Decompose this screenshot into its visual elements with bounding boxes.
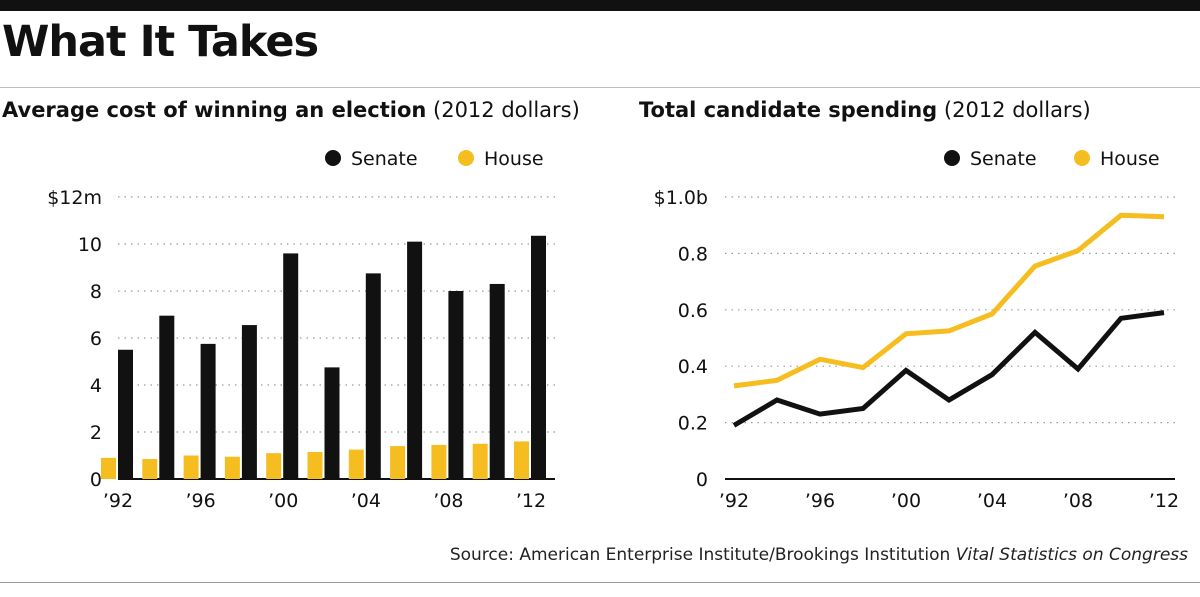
left-chart-heading: Average cost of winning an election (201… bbox=[2, 96, 580, 124]
house-bar-2010 bbox=[472, 443, 488, 479]
line-x-tick-label: ’04 bbox=[977, 490, 1007, 512]
line-y-tick-label: 0.6 bbox=[678, 300, 708, 322]
line-y-tick-label: 0 bbox=[696, 469, 708, 491]
line-legend-label-senate: Senate bbox=[970, 148, 1037, 170]
bar-legend-label-senate: Senate bbox=[351, 148, 418, 170]
line-x-tick-label: ’96 bbox=[805, 490, 835, 512]
bar-x-tick-label: ’00 bbox=[268, 490, 298, 512]
house-bar-2000 bbox=[266, 453, 282, 479]
bar-y-tick-label: 8 bbox=[90, 281, 102, 303]
bottom-rule bbox=[0, 582, 1200, 583]
line-legend-marker-senate bbox=[944, 150, 960, 166]
bar-legend-label-house: House bbox=[484, 148, 544, 170]
senate-bar-2008 bbox=[448, 291, 464, 479]
bar-x-tick-label: ’04 bbox=[351, 490, 381, 512]
house-bar-2004 bbox=[348, 449, 364, 479]
line-y-tick-label: 0.4 bbox=[678, 356, 708, 378]
source-publication: Vital Statistics on Congress bbox=[955, 545, 1188, 565]
house-bar-1996 bbox=[183, 455, 199, 479]
left-chart-title: Average cost of winning an election bbox=[2, 98, 427, 122]
line-y-tick-label: 0.8 bbox=[678, 243, 708, 265]
right-chart-heading: Total candidate spending (2012 dollars) bbox=[639, 96, 1091, 124]
senate-bar-2006 bbox=[407, 241, 423, 479]
line-y-tick-label: $1.0b bbox=[654, 187, 708, 209]
senate-bar-2000 bbox=[283, 253, 299, 479]
bar-x-tick-label: ’96 bbox=[185, 490, 215, 512]
house-bar-2008 bbox=[431, 444, 447, 479]
source-text: Source: American Enterprise Institute/Br… bbox=[449, 545, 951, 565]
line-chart-total-spending: 0 0.2 0.4 0.6 0.8 $1.0b Senate House ’92 ’96 ’00 ’0… bbox=[654, 148, 1179, 512]
senate-bar-1994 bbox=[159, 315, 175, 479]
line-x-tick-label: ’92 bbox=[719, 490, 749, 512]
left-chart-unit: (2012 dollars) bbox=[433, 98, 580, 122]
bar-y-tick-label: $12m bbox=[47, 187, 102, 209]
bar-y-tick-label: 0 bbox=[90, 469, 102, 491]
house-bar-1992 bbox=[101, 457, 116, 479]
bar-x-tick-label: ’08 bbox=[433, 490, 463, 512]
right-chart-title: Total candidate spending bbox=[639, 98, 938, 122]
line-legend-marker-house bbox=[1074, 150, 1090, 166]
house-bar-2012 bbox=[514, 441, 529, 479]
senate-bar-1992 bbox=[118, 349, 133, 479]
house-bar-1994 bbox=[142, 459, 158, 479]
bar-y-tick-label: 10 bbox=[78, 234, 102, 256]
senate-bar-2012 bbox=[531, 235, 546, 479]
line-x-tick-label: ’00 bbox=[891, 490, 921, 512]
senate-series-line bbox=[732, 310, 1165, 428]
page-title: What It Takes bbox=[2, 17, 319, 67]
bar-y-tick-label: 2 bbox=[90, 422, 102, 444]
bar-x-tick-label: ’92 bbox=[103, 490, 133, 512]
senate-bar-1996 bbox=[200, 343, 216, 479]
house-series-line bbox=[733, 212, 1165, 389]
title-divider bbox=[0, 87, 1200, 88]
senate-bar-1998 bbox=[241, 325, 257, 479]
bar-y-tick-label: 6 bbox=[90, 328, 102, 350]
top-rule bbox=[0, 0, 1200, 11]
senate-bar-2004 bbox=[365, 273, 381, 479]
bar-legend-marker-senate bbox=[325, 150, 341, 166]
right-chart-unit: (2012 dollars) bbox=[943, 98, 1091, 122]
line-x-tick-label: ’12 bbox=[1149, 490, 1179, 512]
senate-bar-2002 bbox=[324, 367, 340, 479]
source-note: Source: American Enterprise Institute/Br… bbox=[450, 545, 1188, 565]
line-y-tick-label: 0.2 bbox=[678, 413, 708, 435]
line-legend-label-house: House bbox=[1100, 148, 1160, 170]
house-bar-1998 bbox=[224, 456, 240, 479]
line-x-tick-label: ’08 bbox=[1063, 490, 1093, 512]
bar-y-tick-label: 4 bbox=[90, 375, 102, 397]
senate-bar-2010 bbox=[489, 283, 505, 479]
bar-legend-marker-house bbox=[458, 150, 474, 166]
bar-chart-average-cost: 0 2 4 6 8 10 $12m Senate House ’92 ’96 ’00 ’04 ’08 ’12 bbox=[47, 148, 555, 512]
house-bar-2006 bbox=[390, 446, 406, 479]
bar-x-tick-label: ’12 bbox=[516, 490, 546, 512]
house-bar-2002 bbox=[307, 451, 323, 479]
